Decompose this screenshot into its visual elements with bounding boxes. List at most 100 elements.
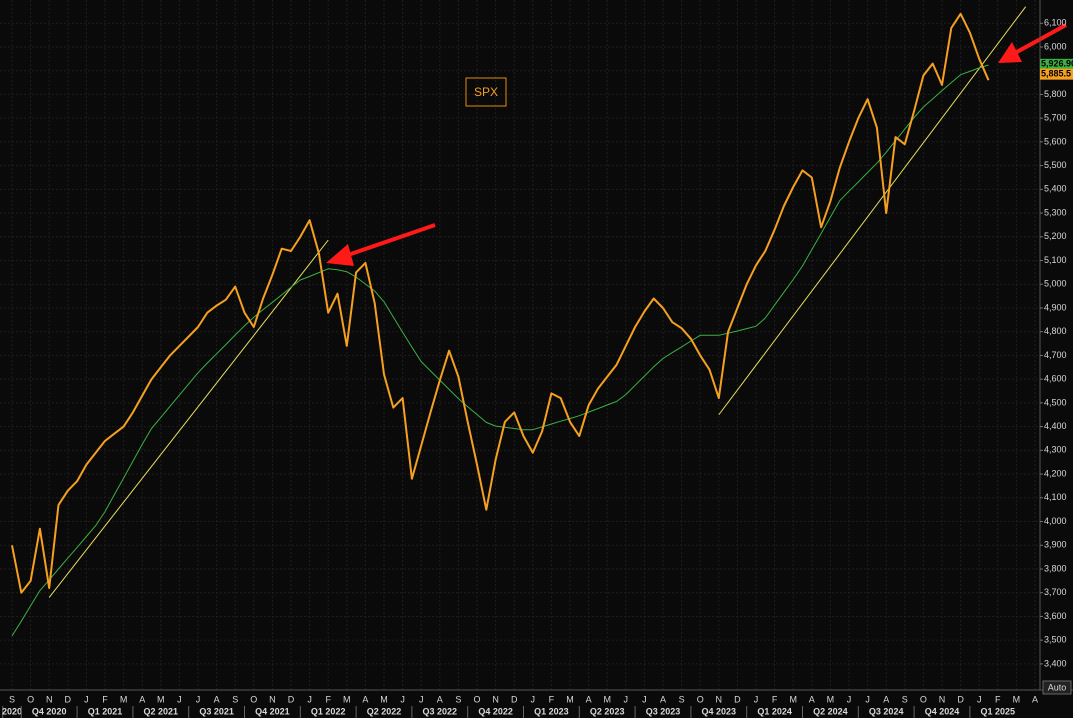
y-tick-label: 4,000 xyxy=(1044,516,1067,526)
x-tick-label: D xyxy=(511,694,518,704)
x-tick-label: M xyxy=(789,694,797,704)
x-tick-label: J xyxy=(642,694,647,704)
y-tick-label: 4,700 xyxy=(1044,350,1067,360)
x-tick-label: F xyxy=(772,694,778,704)
quarter-label: Q2 2022 xyxy=(367,706,402,716)
quarter-label: Q1 2024 xyxy=(757,706,792,716)
x-tick-label: O xyxy=(920,694,927,704)
x-tick-label: J xyxy=(754,694,759,704)
tag: SPX xyxy=(474,85,498,99)
x-tick-label: O xyxy=(27,694,34,704)
tag-box xyxy=(465,77,507,107)
x-tick-label: A xyxy=(437,694,443,704)
y-tick-label: 4,600 xyxy=(1044,374,1067,384)
x-tick-label: J xyxy=(624,694,629,704)
x-tick-label: O xyxy=(473,694,480,704)
series-line xyxy=(11,12,990,594)
x-tick-label: A xyxy=(660,694,666,704)
x-tick-label: M xyxy=(603,694,611,704)
y-tick-label: 3,900 xyxy=(1044,540,1067,550)
y-tick-label: 4,900 xyxy=(1044,302,1067,312)
x-tick-label: J xyxy=(307,694,312,704)
quarter-label: Q1 2023 xyxy=(534,706,569,716)
y-tick-label: 6,100 xyxy=(1044,18,1067,28)
x-tick-label: J xyxy=(419,694,424,704)
quarter-label: Q3 2023 xyxy=(646,706,681,716)
y-tick-label: 3,400 xyxy=(1044,658,1067,668)
quarter-label: Q4 2021 xyxy=(255,706,290,716)
plot xyxy=(11,6,1027,637)
arrow xyxy=(326,223,436,266)
trendline xyxy=(48,239,329,598)
auto-button-label[interactable]: Auto xyxy=(1048,682,1067,692)
auto-button[interactable] xyxy=(1042,680,1072,695)
x-tick-label: J xyxy=(400,694,405,704)
y-tick-label: 4,400 xyxy=(1044,421,1067,431)
y-tick-label: 4,800 xyxy=(1044,326,1067,336)
quarter-label: Q4 2020 xyxy=(32,706,67,716)
x-tick-label: M xyxy=(566,694,574,704)
last-value-label: 5,885.5 xyxy=(1041,69,1071,79)
last-value-box xyxy=(1040,68,1073,80)
y-tick-label: 5,600 xyxy=(1044,136,1067,146)
y-tick-label: 5,700 xyxy=(1044,113,1067,123)
y-tick-label: 5,800 xyxy=(1044,89,1067,99)
x-tick-label: N xyxy=(492,694,499,704)
x-tick-label: N xyxy=(46,694,53,704)
x-tick-label: A xyxy=(214,694,220,704)
quarter-label: Q4 2023 xyxy=(702,706,737,716)
quarter-label: Q1 2022 xyxy=(311,706,346,716)
x-tick-label: S xyxy=(232,694,238,704)
x-tick-label: A xyxy=(586,694,592,704)
x-tick-label: J xyxy=(177,694,182,704)
quarter-label: Q3 2022 xyxy=(423,706,458,716)
x-tick-label: A xyxy=(809,694,815,704)
y-tick-label: 4,100 xyxy=(1044,492,1067,502)
x-tick-label: S xyxy=(679,694,685,704)
arrow-head xyxy=(998,42,1022,63)
x-tick-label: S xyxy=(9,694,15,704)
x-tick-label: M xyxy=(380,694,388,704)
x-tick-label: M xyxy=(157,694,165,704)
y-tick-label: 4,500 xyxy=(1044,397,1067,407)
x-tick-label: F xyxy=(995,694,1001,704)
x-tick-label: N xyxy=(939,694,946,704)
x-tick-label: F xyxy=(325,694,331,704)
x-tick-label: D xyxy=(288,694,295,704)
quarter-label: 2020 xyxy=(2,706,22,716)
x-tick-label: M xyxy=(827,694,835,704)
x-tick-label: O xyxy=(250,694,257,704)
x-tick-label: N xyxy=(716,694,723,704)
arrow-head xyxy=(326,244,354,266)
y-tick-label: 5,400 xyxy=(1044,184,1067,194)
quarter-label: Q3 2021 xyxy=(199,706,234,716)
x-tick-label: A xyxy=(139,694,145,704)
y-tick-label: 5,000 xyxy=(1044,279,1067,289)
x-tick-label: S xyxy=(455,694,461,704)
y-tick-label: 3,600 xyxy=(1044,611,1067,621)
y-tick-label: 5,300 xyxy=(1044,207,1067,217)
x-tick-label: A xyxy=(883,694,889,704)
y-tick-label: 6,000 xyxy=(1044,41,1067,51)
x-tick-label: J xyxy=(847,694,852,704)
y-tick-label: 5,200 xyxy=(1044,231,1067,241)
x-tick-label: M xyxy=(120,694,128,704)
x-tick-label: J xyxy=(84,694,89,704)
quarter-label: Q2 2021 xyxy=(144,706,179,716)
y-tick-label: 4,200 xyxy=(1044,468,1067,478)
quarter-label: Q1 2025 xyxy=(981,706,1016,716)
x-tick-label: M xyxy=(343,694,351,704)
trendline xyxy=(718,6,1027,416)
y-tick-label: 3,500 xyxy=(1044,635,1067,645)
y-tick-label: 3,800 xyxy=(1044,563,1067,573)
x-tick-label: J xyxy=(865,694,870,704)
quarter-label: Q4 2024 xyxy=(925,706,960,716)
x-tick-label: D xyxy=(65,694,72,704)
x-tick-label: F xyxy=(102,694,108,704)
y-tick-label: 3,700 xyxy=(1044,587,1067,597)
x-tick-label: M xyxy=(1013,694,1021,704)
y-tick-label: 5,500 xyxy=(1044,160,1067,170)
series-line xyxy=(11,64,989,637)
y-tick-label: 4,300 xyxy=(1044,445,1067,455)
